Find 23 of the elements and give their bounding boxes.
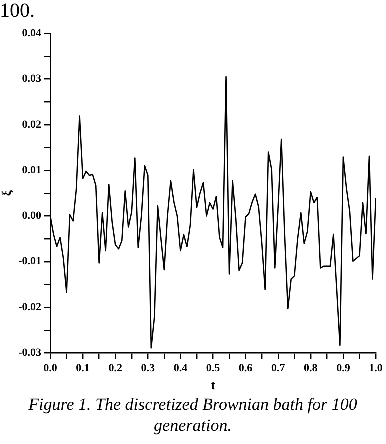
y-axis-title: ξ (0, 190, 14, 196)
x-tick-label: 0.0 (44, 362, 58, 375)
y-tick-label: 0.00 (22, 210, 42, 222)
y-tick-label: 0.02 (22, 118, 42, 131)
x-tick-label: 0.7 (271, 362, 286, 375)
x-tick-label: 0.8 (304, 362, 318, 375)
y-tick-label: 0.03 (22, 73, 42, 86)
y-tick-label: 0.04 (22, 27, 42, 40)
x-tick-label: 1.0 (369, 362, 384, 375)
y-tick-label: -0.02 (18, 301, 42, 314)
caption: Figure 1. The discretized Brownian bath for 100 generation. (28, 394, 358, 436)
x-tick-label: 0.6 (238, 362, 254, 375)
text: 100. (0, 0, 35, 22)
x-axis-title: t (211, 378, 216, 393)
x-tick-label: 0.4 (174, 362, 188, 375)
x-tick-label: 0.5 (206, 362, 221, 375)
y-tick-label: -0.01 (18, 256, 42, 268)
x-tick-label: 0.9 (336, 362, 351, 375)
x-tick-label: 0.2 (108, 362, 123, 375)
x-tick-label: 0.1 (76, 362, 90, 375)
y-tick-label: -0.03 (18, 347, 42, 360)
x-tick-label: 0.3 (141, 362, 156, 375)
y-tick-label: 0.01 (22, 164, 42, 176)
